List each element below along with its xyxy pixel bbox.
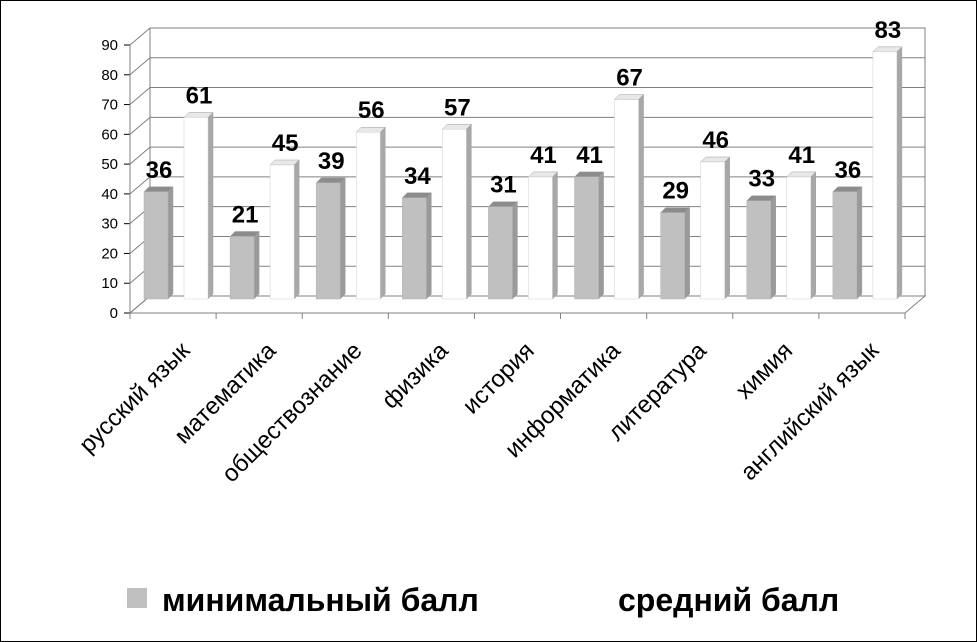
bar-avg-label: 83 [875,17,902,44]
bar-min-top [746,195,777,201]
bar-min-label: 34 [404,163,431,190]
x-category-label: русский язык [74,337,196,459]
bar-avg-side [207,111,214,300]
gridline-side [129,57,151,76]
bar-min-label: 41 [576,142,603,169]
bar-min-label: 21 [232,201,259,228]
bar-avg-label: 61 [186,82,213,109]
y-tick-label: 30 [101,216,118,233]
bar-avg [355,131,381,300]
bar-min [315,182,341,300]
bar-min-top [487,201,519,207]
bar-min-label: 31 [490,172,517,199]
bar-min [143,191,169,300]
bar-min [746,200,772,300]
bar-avg-label: 67 [616,64,643,91]
bar-avg-side [810,171,817,300]
bar-min [574,176,599,300]
bar-min-label: 39 [318,148,345,175]
bar-min-side [426,192,432,300]
x-category-label: химия [731,337,798,404]
legend-label-min: минимальный балл [162,582,479,618]
bar-avg-side [724,156,730,300]
bar-min-top [573,171,605,178]
bar-min-top [832,186,863,193]
bar-min-side [770,195,777,300]
x-category-label: физика [377,337,454,414]
gridline-side [129,116,151,135]
gridline-side [129,176,151,195]
bar-min [402,197,427,300]
bar-avg-label: 41 [530,142,557,169]
legend-swatch-avg [583,588,603,608]
y-tick-label: 40 [101,186,118,203]
bar-avg [872,51,898,300]
bar-avg-side [552,171,558,300]
bar-avg-label: 46 [702,127,729,154]
gridline-side [129,146,151,165]
bar-min-label: 33 [748,166,775,193]
y-tick-label: 20 [101,245,118,262]
bar-avg [614,99,639,300]
bar-avg-top [527,171,559,178]
bar-avg [700,161,725,300]
bar-avg-label: 56 [358,97,385,124]
bar-avg-top [355,126,386,133]
y-tick-label: 0 [110,305,118,322]
bar-avg [183,117,209,300]
bar-avg-side [638,93,644,300]
bar-avg-side [466,123,472,300]
bar-avg-label: 57 [444,94,471,121]
bar-avg-top [441,124,472,130]
bar-avg-top [613,94,645,100]
bar-min-side [339,177,346,300]
legend-swatch-min [127,588,147,608]
y-tick-label: 60 [101,126,118,143]
bar-avg-top [700,156,731,163]
bar-min [488,206,513,300]
bar-min-label: 29 [662,178,689,205]
legend-label-avg: средний балл [618,582,839,618]
bar-avg [786,176,812,300]
y-tick-label: 10 [101,275,118,292]
bar-avg-top [269,159,300,166]
bar-avg-side [896,46,903,300]
bar-avg [269,164,295,300]
bar-min [229,236,255,300]
bar-min-top [401,192,432,199]
bar-min [660,212,685,300]
bar-avg-label: 41 [788,142,815,169]
bar-min-label: 36 [835,157,862,184]
bar-min-side [684,207,690,300]
bar-min-top [229,231,260,237]
gridline-side [129,27,151,46]
bar-min-side [856,186,863,300]
y-tick-label: 90 [101,37,118,54]
bar-avg [528,176,553,300]
bar-avg-top [183,112,214,118]
gridline-side [129,87,151,105]
bar-avg-top [872,46,903,53]
bar-min-top [315,177,346,184]
bar-min-top [660,207,691,213]
bar-min-side [512,201,518,300]
bar-avg-side [379,126,386,300]
bar-avg-label: 45 [272,130,299,157]
bar-min-top [143,186,174,193]
bar-min-side [167,186,174,300]
bar-min-side [598,171,604,300]
bar-avg [442,129,467,300]
bar-min [832,191,858,300]
x-category-label: история [458,337,540,419]
bar-min-label: 36 [146,157,173,184]
bar-min-side [253,230,260,300]
bar-avg-side [293,159,300,300]
y-tick-label: 50 [101,156,118,173]
y-tick-label: 70 [101,97,118,114]
y-tick-label: 80 [101,67,118,84]
bar-avg-top [786,171,817,178]
